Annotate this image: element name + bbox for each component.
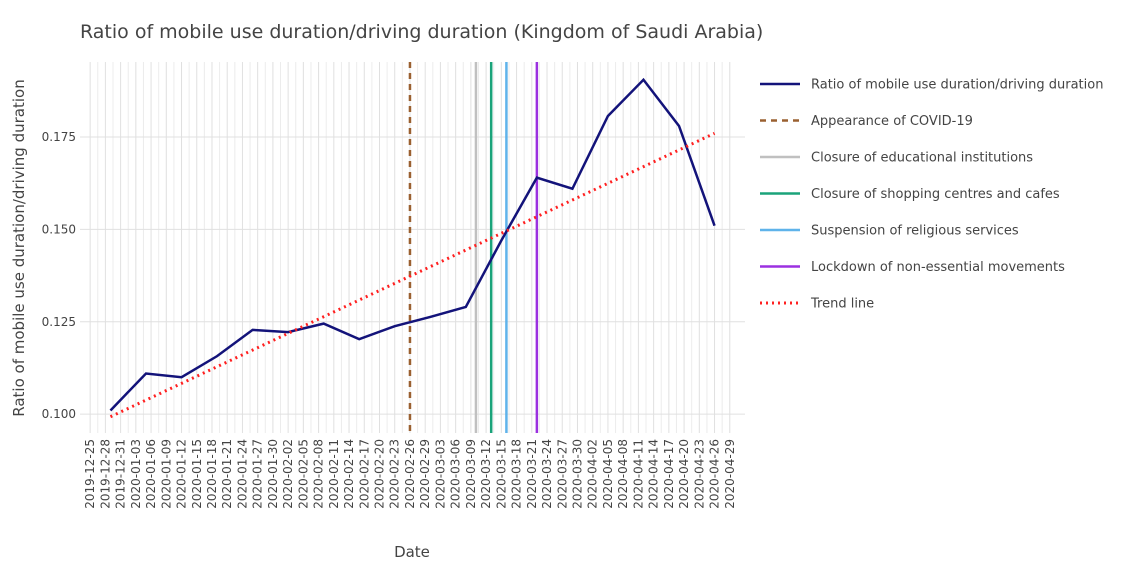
x-tick-label: 2020-03-21	[525, 439, 539, 509]
x-tick-label: 2020-02-08	[312, 439, 326, 509]
x-tick-label: 2020-01-09	[159, 439, 173, 509]
y-tick-label: 0.175	[42, 130, 76, 144]
x-tick-label: 2020-04-02	[586, 439, 600, 509]
x-tick-label: 2020-01-15	[190, 439, 204, 509]
x-tick-label: 2020-02-17	[357, 439, 371, 509]
legend-label: Ratio of mobile use duration/driving dur…	[811, 78, 1103, 93]
x-tick-label: 2020-01-12	[175, 439, 189, 509]
x-tick-label: 2020-02-14	[342, 439, 356, 509]
x-tick-label: 2020-02-29	[418, 439, 432, 509]
y-tick-label: 0.125	[42, 315, 76, 329]
x-tick-label: 2020-04-17	[662, 439, 676, 509]
data-line	[109, 77, 716, 412]
y-tick-label: 0.100	[42, 407, 76, 421]
x-tick-label: 2020-01-21	[220, 439, 234, 509]
legend-label: Suspension of religious services	[811, 224, 1019, 239]
x-tick-label: 2019-12-25	[83, 439, 97, 509]
x-tick-label: 2020-02-23	[388, 439, 402, 509]
x-tick-label: 2020-02-05	[296, 439, 310, 509]
x-tick-label: 2020-01-27	[251, 439, 265, 509]
x-tick-label: 2020-03-30	[570, 439, 584, 509]
x-tick-label: 2020-04-05	[601, 439, 615, 509]
legend-label: Closure of educational institutions	[811, 151, 1033, 166]
chart-title: Ratio of mobile use duration/driving dur…	[80, 21, 763, 43]
x-tick-label: 2020-02-26	[403, 439, 417, 509]
x-tick-label: 2020-04-08	[616, 439, 630, 509]
x-tick-label: 2020-02-02	[281, 439, 295, 509]
x-tick-label: 2019-12-28	[98, 439, 112, 509]
x-tick-label: 2020-01-06	[144, 439, 158, 509]
x-tick-label: 2020-02-11	[327, 439, 341, 509]
y-axis-title: Ratio of mobile use duration/driving dur…	[10, 79, 28, 416]
x-tick-label: 2020-02-20	[373, 439, 387, 509]
data-line	[109, 131, 716, 419]
x-tick-label: 2020-03-18	[510, 439, 524, 509]
x-tick-label: 2020-01-18	[205, 439, 219, 509]
x-tick-label: 2020-04-20	[677, 439, 691, 509]
x-tick-label: 2020-04-26	[708, 439, 722, 509]
x-tick-label: 2020-01-03	[129, 439, 143, 509]
x-tick-label: 2020-03-03	[433, 439, 447, 509]
x-tick-label: 2020-04-14	[647, 439, 661, 509]
legend-label: Lockdown of non-essential movements	[811, 260, 1065, 275]
x-tick-label: 2020-04-29	[723, 439, 737, 509]
x-tick-label: 2020-04-23	[692, 439, 706, 509]
x-axis-title: Date	[394, 543, 430, 561]
x-tick-label: 2020-03-15	[494, 439, 508, 509]
x-tick-label: 2019-12-31	[114, 439, 128, 509]
legend-label: Appearance of COVID-19	[811, 114, 973, 129]
x-tick-label: 2020-03-09	[464, 439, 478, 509]
x-tick-label: 2020-03-12	[479, 439, 493, 509]
x-tick-label: 2020-04-11	[631, 439, 645, 509]
y-tick-label: 0.150	[42, 222, 76, 236]
x-tick-label: 2020-01-24	[235, 439, 249, 509]
x-tick-label: 2020-03-06	[449, 439, 463, 509]
x-tick-label: 2020-03-27	[555, 439, 569, 509]
x-tick-label: 2020-01-30	[266, 439, 280, 509]
legend-label: Closure of shopping centres and cafes	[811, 187, 1060, 202]
legend-label: Trend line	[810, 297, 874, 312]
x-tick-label: 2020-03-24	[540, 439, 554, 509]
